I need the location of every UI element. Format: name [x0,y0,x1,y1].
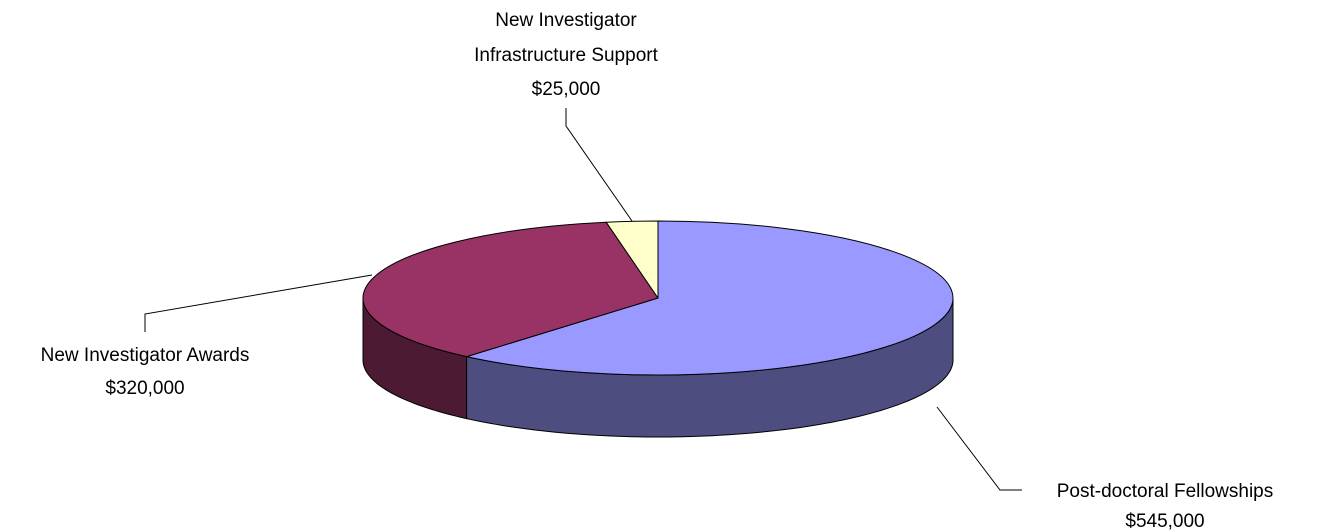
label-fellowships-name: Post-doctoral Fellowships [1057,481,1273,502]
label-awards-name: New Investigator Awards [41,345,250,366]
pie-slice-awards [362,221,659,358]
leader-line-infrastructure [565,108,633,222]
label-fellowships-value: $545,000 [1125,511,1204,531]
pie-slice-infrastructure [605,220,659,299]
label-infrastructure-name-line2: Infrastructure Support [474,45,658,66]
pie-slice-fellowships [466,220,954,376]
leader-lines [144,108,1022,491]
label-infrastructure-value: $25,000 [532,79,601,100]
leader-line-awards [144,274,373,332]
pie-tops [362,220,954,376]
label-awards-value: $320,000 [105,378,184,399]
label-infrastructure-name-line1: New Investigator [495,10,637,31]
leader-line-fellowships [936,406,1022,491]
data-labels: New Investigator Infrastructure Support … [41,10,1274,531]
